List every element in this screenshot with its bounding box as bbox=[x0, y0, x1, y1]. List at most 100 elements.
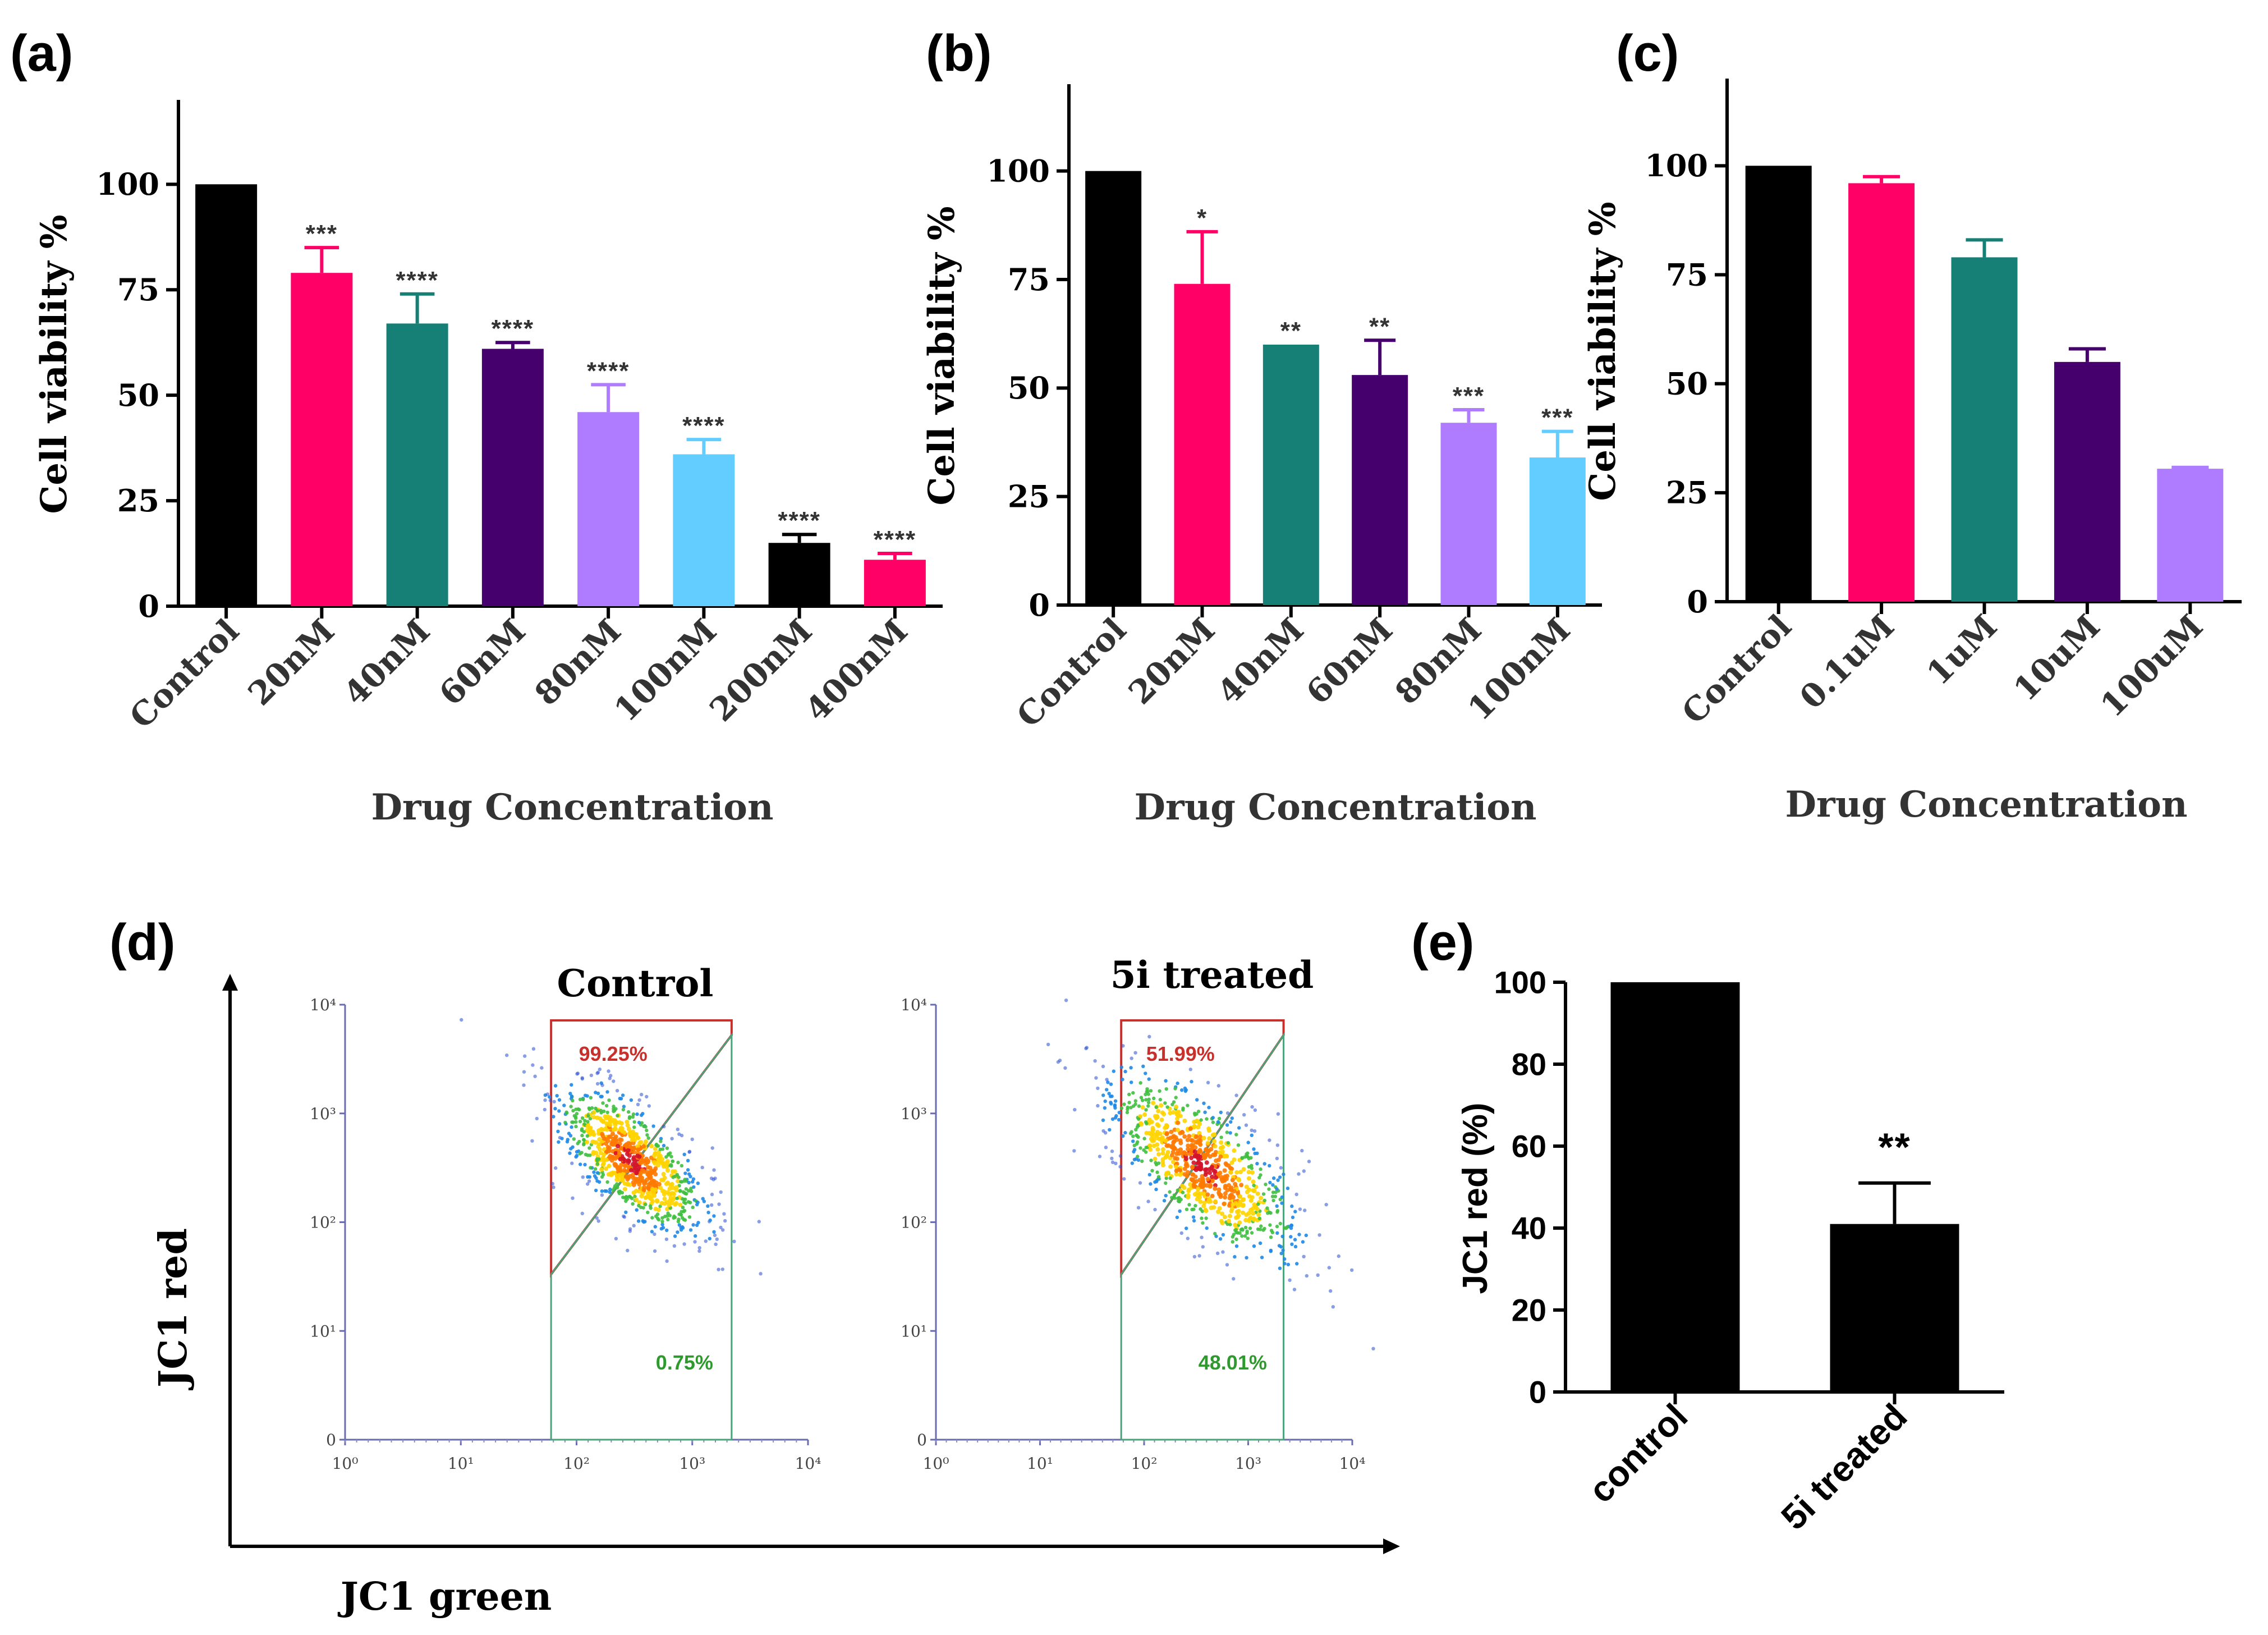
flow-event-dot bbox=[1293, 1244, 1298, 1249]
flow-event-dot bbox=[1072, 1149, 1076, 1153]
flow-event-dot bbox=[1210, 1174, 1214, 1179]
flow-event-dot bbox=[1160, 1147, 1165, 1152]
flow-event-dot bbox=[600, 1083, 604, 1087]
flow-y-tick-label: 10² bbox=[310, 1213, 336, 1232]
flow-event-dot bbox=[1154, 1187, 1158, 1192]
flow-event-dot bbox=[582, 1138, 586, 1142]
flow-event-dot bbox=[1063, 1066, 1067, 1070]
flow-event-dot bbox=[617, 1173, 622, 1178]
flow-y-tick-label: 10⁴ bbox=[310, 996, 336, 1014]
y-tick-label: 50 bbox=[1666, 366, 1708, 402]
flow-event-dot bbox=[637, 1200, 642, 1205]
flow-event-dot bbox=[710, 1146, 714, 1150]
flow-event-dot bbox=[722, 1212, 726, 1216]
flow-event-dot bbox=[582, 1130, 586, 1134]
flow-event-dot bbox=[570, 1120, 574, 1124]
flow-event-dot bbox=[1223, 1191, 1228, 1196]
flow-event-dot bbox=[683, 1178, 687, 1181]
flow-y-tick-label: 10⁴ bbox=[901, 996, 927, 1014]
flow-event-dot bbox=[665, 1161, 670, 1166]
flow-event-dot bbox=[635, 1153, 640, 1158]
flow-event-dot bbox=[686, 1168, 690, 1172]
flow-event-dot bbox=[1243, 1225, 1248, 1230]
flow-event-dot bbox=[1180, 1184, 1185, 1188]
flow-event-dot bbox=[660, 1220, 664, 1224]
x-axis-label: Drug Concentration bbox=[1785, 784, 2188, 826]
flow-event-dot bbox=[1260, 1256, 1264, 1260]
flow-event-dot bbox=[1200, 1174, 1205, 1179]
flow-event-dot bbox=[1213, 1183, 1218, 1188]
flow-event-dot bbox=[570, 1161, 574, 1165]
flow-y-label: JC1 red bbox=[151, 1228, 196, 1390]
flow-event-dot bbox=[1210, 1193, 1215, 1198]
flow-event-dot bbox=[597, 1142, 602, 1147]
flow-event-dot bbox=[660, 1222, 664, 1226]
flow-event-dot bbox=[608, 1077, 612, 1080]
flow-event-dot bbox=[1294, 1192, 1298, 1197]
flow-event-dot bbox=[663, 1215, 667, 1219]
flow-event-dot bbox=[1146, 1199, 1150, 1203]
flow-event-dot bbox=[591, 1110, 596, 1115]
flow-event-dot bbox=[1252, 1189, 1257, 1193]
flow-event-dot bbox=[1238, 1194, 1243, 1199]
flow-event-dot bbox=[1246, 1141, 1250, 1144]
flow-event-dot bbox=[577, 1107, 581, 1112]
flow-event-dot bbox=[656, 1181, 662, 1187]
flow-event-dot bbox=[662, 1196, 667, 1201]
flow-event-dot bbox=[603, 1189, 607, 1193]
flow-event-dot bbox=[668, 1213, 672, 1217]
flow-event-dot bbox=[1096, 1103, 1100, 1108]
flow-event-dot bbox=[1199, 1118, 1203, 1122]
flow-event-dot bbox=[680, 1180, 684, 1184]
panel-label-d: (d) bbox=[109, 914, 175, 971]
flow-event-dot bbox=[552, 1100, 556, 1104]
flow-event-dot bbox=[1251, 1179, 1256, 1184]
flow-event-dot bbox=[598, 1068, 602, 1071]
flow-event-dot bbox=[552, 1185, 555, 1189]
flow-event-dot bbox=[625, 1123, 630, 1128]
flow-event-dot bbox=[1191, 1215, 1196, 1219]
flow-event-dot bbox=[575, 1112, 579, 1116]
flow-event-dot bbox=[603, 1126, 608, 1132]
flow-event-dot bbox=[1293, 1238, 1297, 1242]
flow-event-dot bbox=[607, 1069, 610, 1073]
flow-event-dot bbox=[1151, 1134, 1156, 1139]
flow-event-dot bbox=[633, 1132, 638, 1137]
flow-event-dot bbox=[1225, 1123, 1229, 1127]
flow-event-dot bbox=[691, 1177, 696, 1181]
flow-event-dot bbox=[1271, 1190, 1275, 1194]
flow-event-dot bbox=[617, 1151, 622, 1156]
flow-event-dot bbox=[548, 1095, 552, 1099]
flow-event-dot bbox=[1141, 1098, 1145, 1102]
flow-event-dot bbox=[1137, 1104, 1141, 1108]
flow-event-dot bbox=[1170, 1196, 1174, 1199]
flow-event-dot bbox=[1250, 1105, 1254, 1109]
flow-event-dot bbox=[1211, 1205, 1216, 1210]
y-axis-label: Cell viability % bbox=[921, 206, 963, 505]
flow-event-dot bbox=[1203, 1172, 1208, 1177]
flow-event-dot bbox=[1136, 1158, 1141, 1162]
flow-event-dot bbox=[557, 1109, 561, 1113]
flow-event-dot bbox=[673, 1215, 677, 1220]
flow-event-dot bbox=[1252, 1147, 1256, 1151]
flow-event-dot bbox=[652, 1160, 656, 1165]
flow-event-dot bbox=[662, 1192, 667, 1197]
flow-event-dot bbox=[573, 1115, 578, 1119]
flow-event-dot bbox=[1217, 1192, 1222, 1197]
flow-event-dot bbox=[1178, 1114, 1183, 1119]
flow-event-dot bbox=[594, 1188, 598, 1193]
flow-event-dot bbox=[1188, 1126, 1193, 1131]
flow-event-dot bbox=[1275, 1156, 1279, 1161]
flow-event-dot bbox=[658, 1158, 663, 1164]
flow-event-dot bbox=[1171, 1110, 1176, 1115]
flow-event-dot bbox=[671, 1192, 676, 1197]
flow-event-dot bbox=[1146, 1089, 1150, 1093]
flow-event-dot bbox=[1131, 1134, 1135, 1138]
flow-x-tick-label: 10¹ bbox=[448, 1454, 474, 1473]
category-label: 200nM bbox=[703, 612, 820, 729]
flow-event-dot bbox=[604, 1157, 609, 1162]
flow-event-dot bbox=[1229, 1192, 1234, 1197]
flow-event-dot bbox=[1140, 1159, 1144, 1164]
flow-event-dot bbox=[1151, 1101, 1156, 1106]
flow-event-dot bbox=[1236, 1208, 1241, 1213]
